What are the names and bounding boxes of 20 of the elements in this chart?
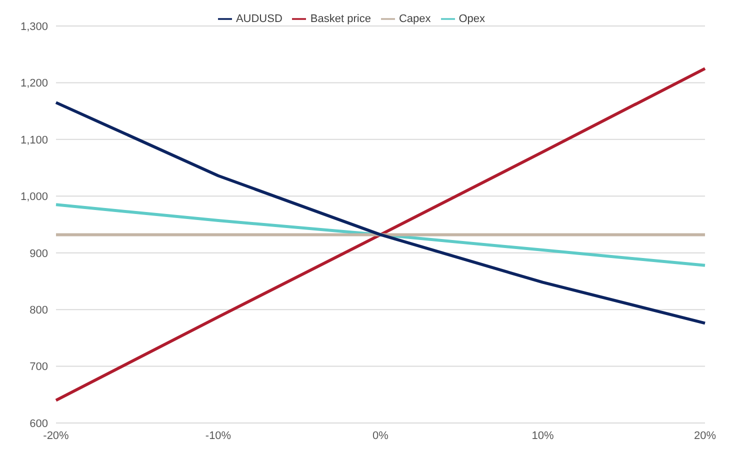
y-tick-label: 1,100 bbox=[20, 134, 48, 146]
y-tick-label: 900 bbox=[30, 248, 48, 260]
x-tick-label: 20% bbox=[694, 430, 716, 442]
line-series bbox=[54, 203, 706, 267]
line-series bbox=[54, 101, 706, 325]
y-tick-label: 1,000 bbox=[20, 191, 48, 204]
x-tick-label: -20% bbox=[43, 430, 70, 442]
legend-label: Basket price bbox=[310, 12, 371, 25]
legend-label: AUDUSD bbox=[236, 12, 282, 25]
y-tick-label: 1,300 bbox=[20, 20, 48, 33]
x-tick-label: 0% bbox=[372, 430, 389, 442]
line-series bbox=[54, 67, 706, 402]
x-tick-label: -10% bbox=[205, 430, 232, 442]
y-tick-label: 1,200 bbox=[20, 78, 48, 90]
legend-label: Opex bbox=[458, 12, 486, 25]
legend-label: Capex bbox=[398, 12, 431, 25]
y-tick-label: 600 bbox=[30, 418, 48, 430]
y-tick-label: 800 bbox=[30, 304, 48, 316]
y-tick-label: 700 bbox=[30, 361, 48, 374]
x-tick-label: 10% bbox=[532, 430, 554, 442]
